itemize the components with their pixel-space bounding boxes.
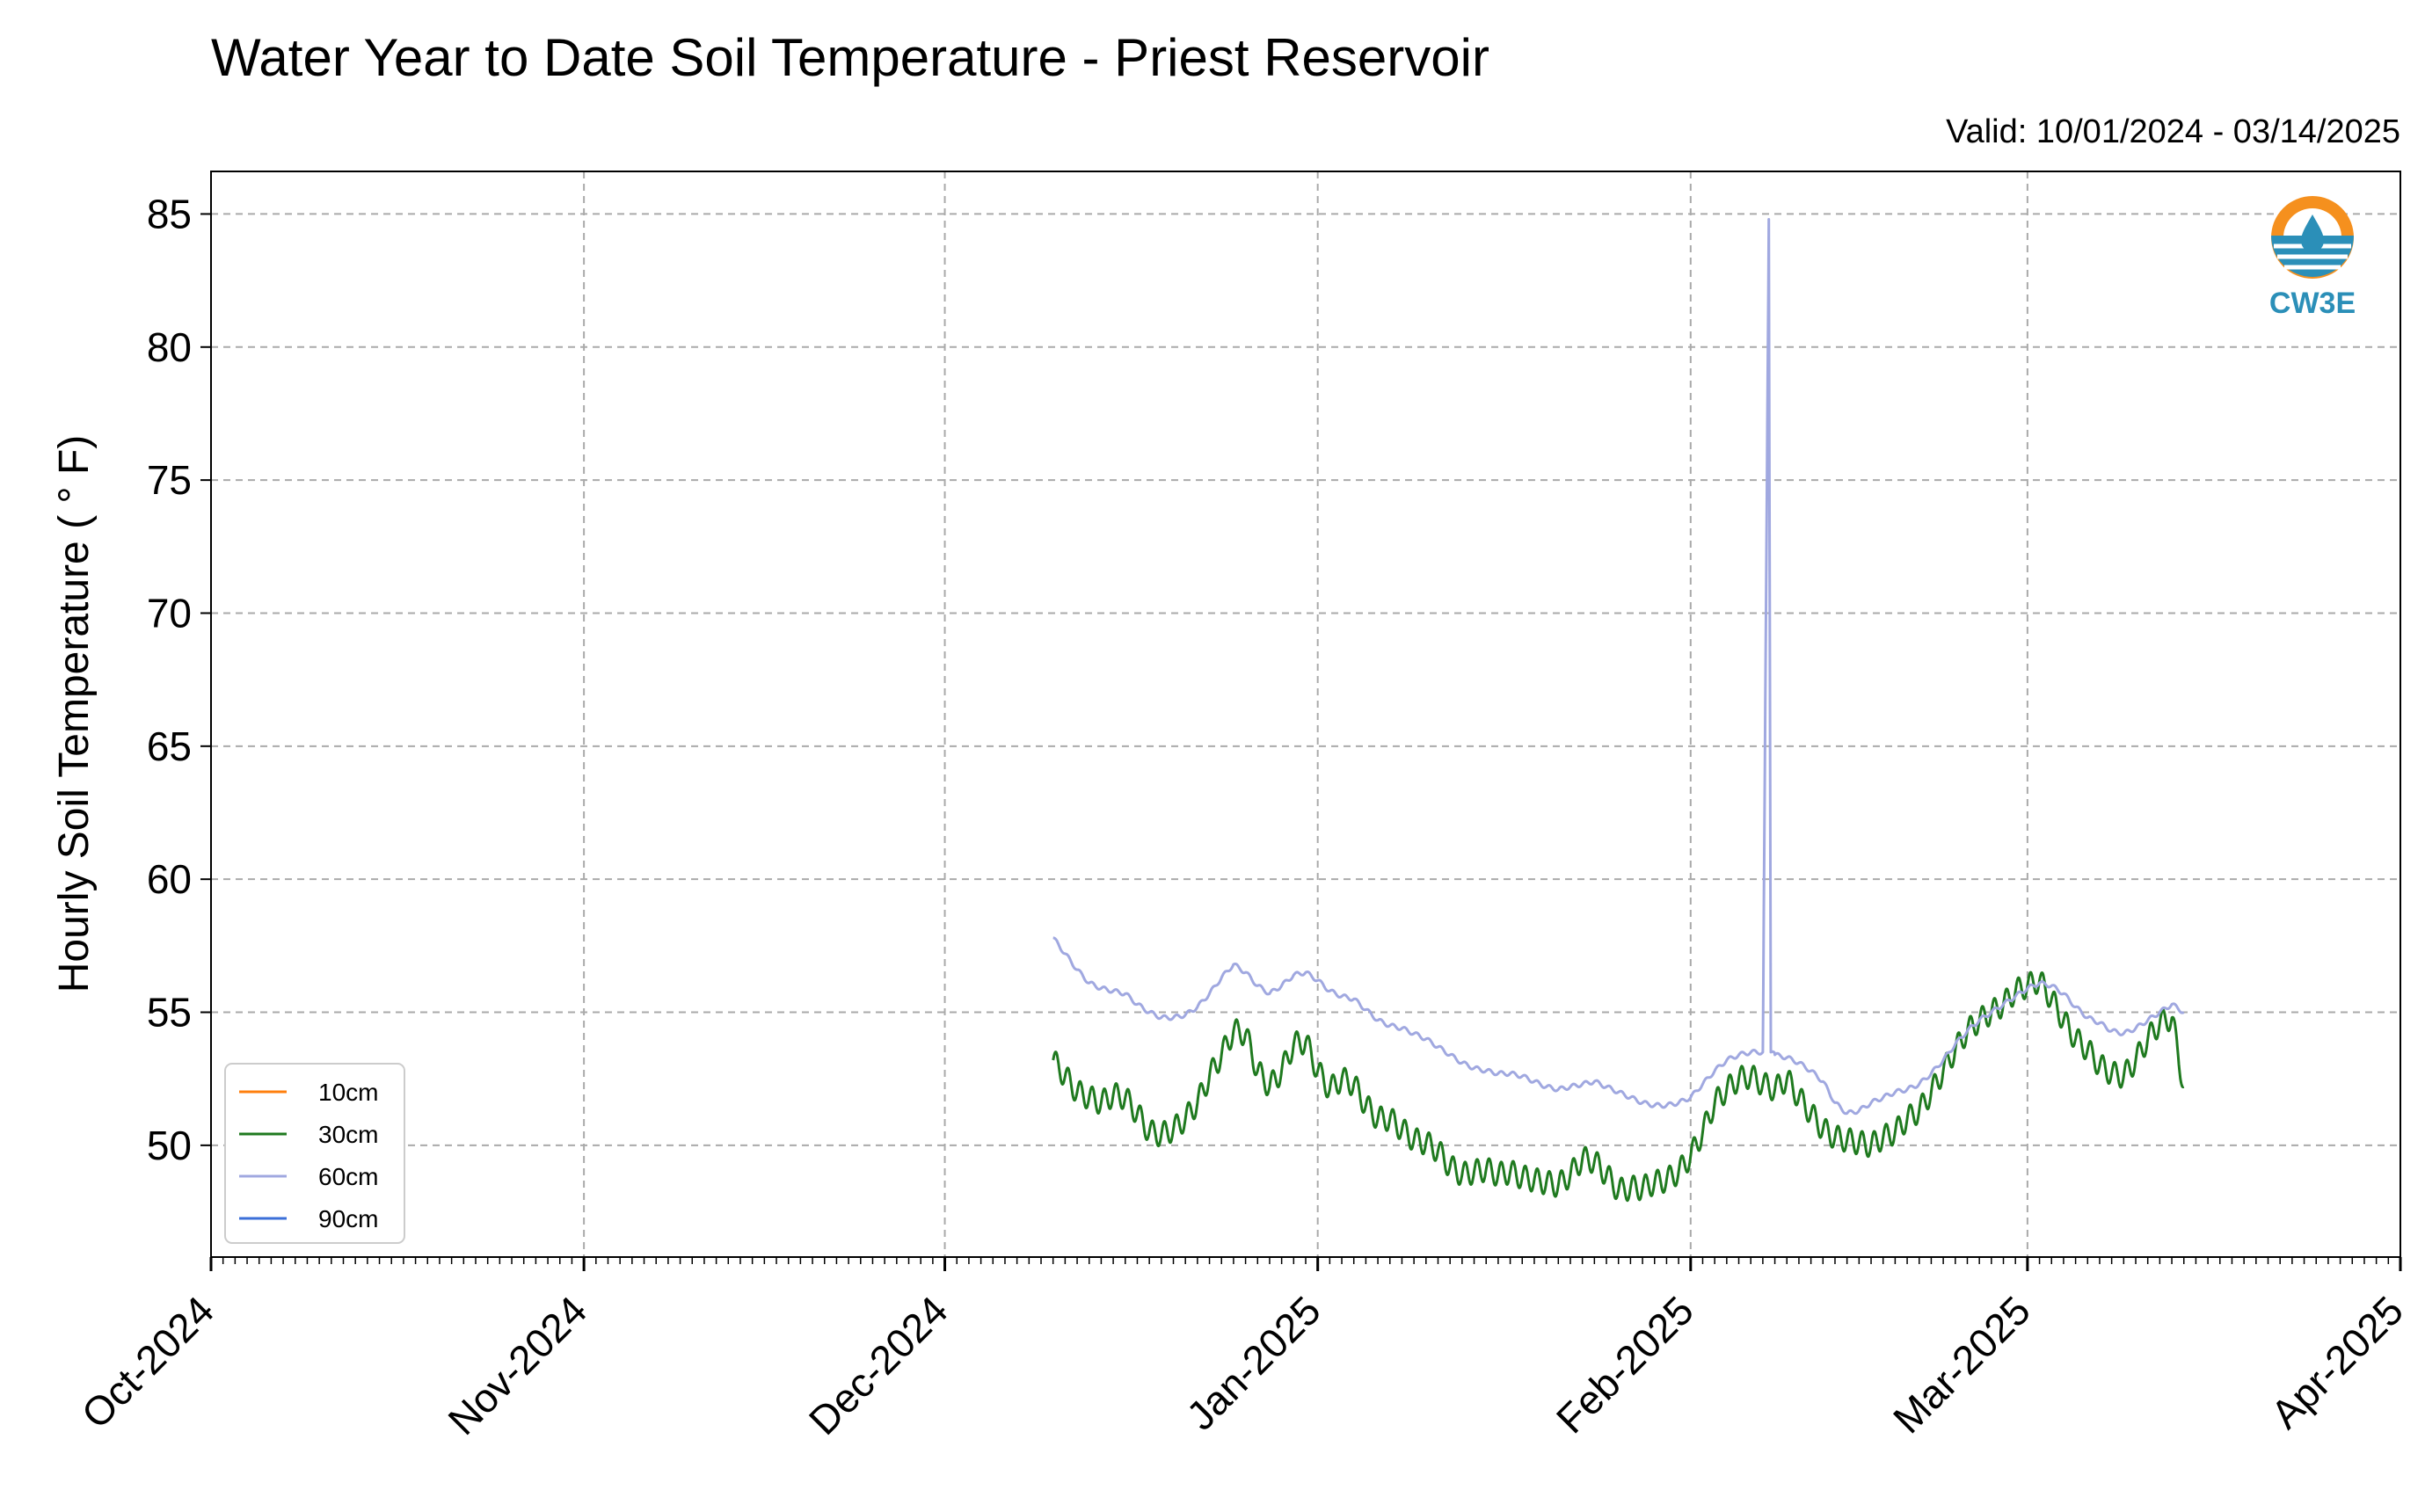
y-axis-label: Hourly Soil Temperature ( ° F) bbox=[51, 435, 98, 993]
series-line-60cm bbox=[1052, 218, 2185, 1116]
series-line-30cm bbox=[1052, 970, 2185, 1203]
y-tick-label: 80 bbox=[147, 324, 192, 370]
plot-series bbox=[1052, 218, 2185, 1203]
y-tick-label: 65 bbox=[147, 723, 192, 769]
y-tick-label: 75 bbox=[147, 457, 192, 503]
y-tick-label: 50 bbox=[147, 1123, 192, 1168]
cw3e-logo: CW3E bbox=[2269, 196, 2356, 320]
legend-label-60cm: 60cm bbox=[318, 1163, 378, 1190]
legend-label-90cm: 90cm bbox=[318, 1205, 378, 1232]
axis-ticks bbox=[200, 213, 2402, 1271]
logo-drop-icon bbox=[2301, 214, 2324, 252]
y-tick-label: 70 bbox=[147, 590, 192, 636]
legend-box bbox=[224, 1063, 405, 1244]
legend-label-10cm: 10cm bbox=[318, 1079, 378, 1106]
y-tick-label: 55 bbox=[147, 990, 192, 1036]
logo-text: CW3E bbox=[2269, 287, 2356, 320]
legend-label-30cm: 30cm bbox=[318, 1121, 378, 1148]
y-tick-label: 60 bbox=[147, 856, 192, 902]
grid-lines bbox=[210, 171, 2401, 1257]
y-tick-label: 85 bbox=[147, 191, 192, 236]
chart-subtitle: Valid: 10/01/2024 - 03/14/2025 bbox=[1946, 113, 2400, 150]
chart-legend: 10cm 30cm 60cm 90cm bbox=[224, 1063, 405, 1244]
chart-title: Water Year to Date Soil Temperature - Pr… bbox=[211, 28, 1489, 87]
